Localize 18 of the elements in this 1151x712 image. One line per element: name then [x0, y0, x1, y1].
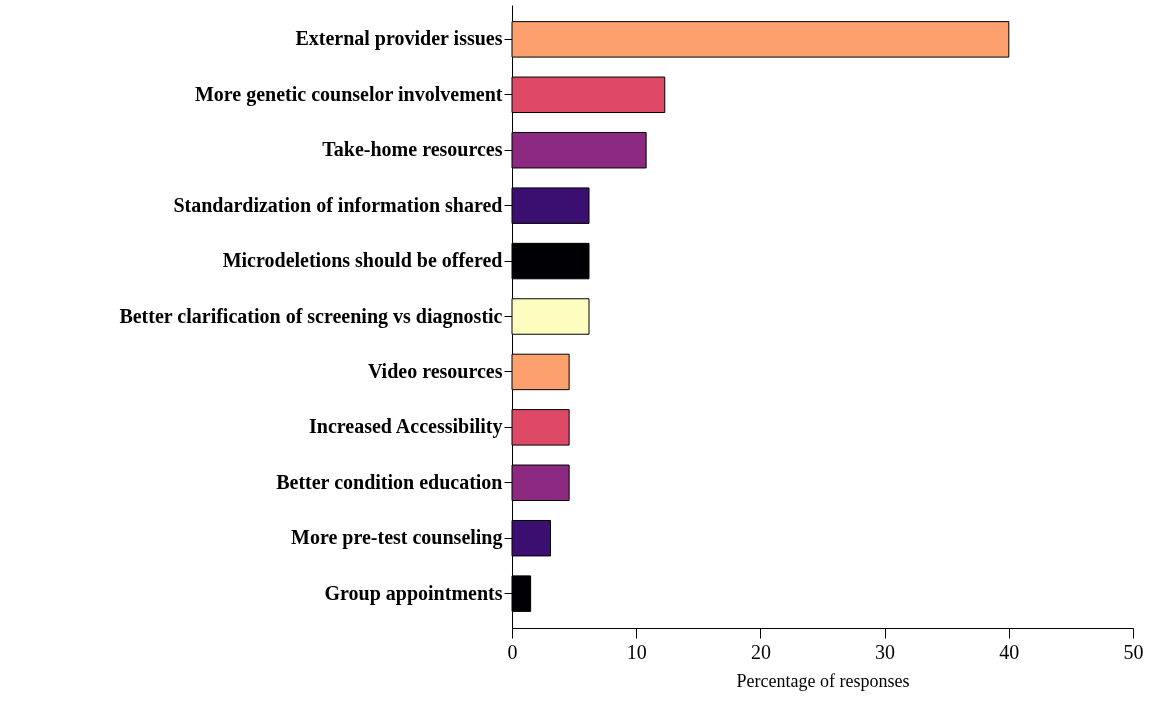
y-tick-label: More pre-test counseling — [291, 526, 503, 550]
x-tick-label: 20 — [750, 640, 771, 663]
x-tick-label: 30 — [875, 640, 896, 663]
x-tick-label: 50 — [1123, 640, 1144, 663]
y-tick-label: More genetic counselor involvement — [194, 82, 503, 106]
y-tick-label: Standardization of information shared — [173, 193, 503, 216]
y-tick-label: Increased Accessibility — [308, 415, 503, 439]
y-tick-label: Better condition education — [276, 470, 503, 493]
y-tick-label: Take-home resources — [322, 138, 503, 161]
y-tick-label: Group appointments — [324, 581, 503, 605]
y-tick-label: Better clarification of screening vs diagnostic — [119, 304, 503, 328]
x-tick-label: 10 — [626, 640, 647, 663]
x-tick-label: 40 — [999, 640, 1020, 663]
x-tick-label: 0 — [507, 640, 518, 663]
y-tick-label: Video resources — [367, 359, 503, 382]
y-tick-label: External provider issues — [295, 27, 503, 51]
y-tick-label: Microdeletions should be offered — [222, 249, 503, 272]
x-axis-title: Percentage of responses — [736, 670, 910, 691]
